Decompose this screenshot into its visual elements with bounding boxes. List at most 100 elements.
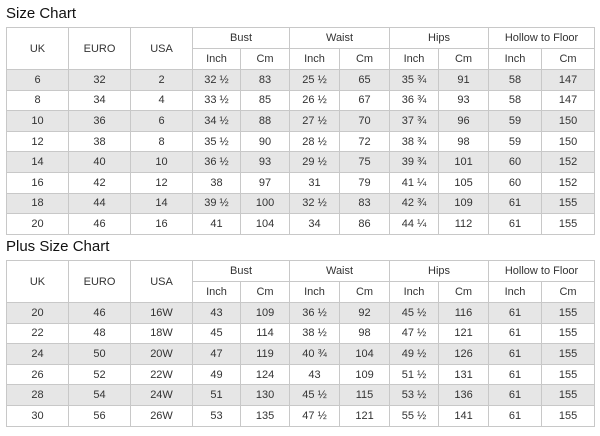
cell-bust-cm: 114: [239, 322, 291, 345]
cell-bust-inch: 39 ½: [192, 192, 241, 215]
subheader-cm: Cm: [541, 281, 596, 303]
cell-usa: 6: [130, 110, 193, 132]
plus-size-chart-body: 20 46 16W 43 109 36 ½ 92 45 ½ 116 61 155 22 48 18W 45 1…: [6, 302, 596, 427]
table-row: 14 40 10 36 ½ 93 29 ½ 75 39 ¾ 101 60 152: [6, 151, 596, 173]
cell-hips-cm: 101: [438, 151, 490, 173]
cell-bust-inch: 43: [192, 302, 241, 324]
cell-hollow-cm: 152: [541, 171, 596, 194]
cell-waist-cm: 72: [339, 130, 391, 153]
cell-hips-inch: 53 ½: [389, 384, 440, 406]
subheader-inch: Inch: [192, 48, 241, 70]
cell-waist-inch: 32 ½: [289, 192, 341, 215]
cell-hips-inch: 49 ½: [389, 343, 440, 365]
cell-hollow-inch: 61: [488, 192, 543, 215]
cell-bust-inch: 34 ½: [192, 110, 241, 132]
subheader-inch: Inch: [289, 281, 341, 303]
header-hollow-to-floor: Hollow to Floor: [488, 27, 596, 49]
cell-usa: 12: [130, 171, 193, 194]
cell-waist-cm: 70: [339, 110, 391, 132]
table-row: 18 44 14 39 ½ 100 32 ½ 83 42 ¾ 109 61 155: [6, 192, 596, 215]
cell-hips-cm: 98: [438, 130, 490, 153]
table-row: 30 56 26W 53 135 47 ½ 121 55 ½ 141 61 155: [6, 404, 596, 427]
cell-waist-cm: 75: [339, 151, 391, 173]
table-row: 12 38 8 35 ½ 90 28 ½ 72 38 ¾ 98 59 150: [6, 130, 596, 153]
cell-hollow-inch: 61: [488, 384, 543, 406]
cell-usa: 26W: [130, 404, 193, 427]
cell-hips-cm: 91: [438, 69, 490, 91]
cell-bust-cm: 130: [239, 384, 291, 406]
cell-waist-cm: 65: [339, 69, 391, 91]
cell-waist-cm: 67: [339, 89, 391, 112]
cell-uk: 16: [6, 171, 69, 194]
table-subheader-row: Inch Cm Inch Cm Inch Cm Inch Cm: [7, 281, 596, 303]
cell-bust-cm: 124: [239, 363, 291, 386]
plus-size-chart-table: UK EURO USA Bust Waist Hips Hollow to Fl…: [6, 260, 596, 427]
subheader-inch: Inch: [389, 281, 440, 303]
cell-hollow-cm: 147: [541, 89, 596, 112]
header-euro: EURO: [68, 260, 131, 303]
cell-waist-inch: 31: [289, 171, 341, 194]
header-waist: Waist: [289, 27, 391, 49]
cell-uk: 18: [6, 192, 69, 215]
cell-euro: 50: [68, 343, 131, 365]
cell-hollow-cm: 147: [541, 69, 596, 91]
cell-bust-cm: 90: [239, 130, 291, 153]
header-bust: Bust: [191, 27, 291, 49]
cell-hollow-inch: 61: [488, 343, 543, 365]
cell-waist-inch: 38 ½: [289, 322, 341, 345]
table-row: 22 48 18W 45 114 38 ½ 98 47 ½ 121 61 155: [6, 322, 596, 345]
header-hips: Hips: [389, 260, 490, 282]
cell-waist-cm: 79: [339, 171, 391, 194]
cell-bust-cm: 93: [239, 151, 291, 173]
table-row: 6 32 2 32 ½ 83 25 ½ 65 35 ¾ 91 58 147: [6, 69, 596, 91]
cell-bust-inch: 38: [192, 171, 241, 194]
cell-bust-inch: 45: [192, 322, 241, 345]
cell-euro: 44: [68, 192, 131, 215]
cell-hips-cm: 96: [438, 110, 490, 132]
table-header-row: UK EURO USA Bust Waist Hips Hollow to Fl…: [6, 260, 596, 303]
cell-uk: 6: [6, 69, 69, 91]
cell-hips-inch: 38 ¾: [389, 130, 440, 153]
subheader-inch: Inch: [192, 281, 241, 303]
cell-uk: 8: [6, 89, 69, 112]
subheader-cm: Cm: [541, 48, 596, 70]
cell-waist-cm: 121: [339, 404, 391, 427]
cell-hollow-cm: 155: [541, 343, 596, 365]
cell-hips-inch: 37 ¾: [389, 110, 440, 132]
cell-hips-cm: 93: [438, 89, 490, 112]
cell-hollow-cm: 152: [541, 151, 596, 173]
cell-waist-cm: 98: [339, 322, 391, 345]
cell-usa: 10: [130, 151, 193, 173]
cell-euro: 34: [68, 89, 131, 112]
header-euro: EURO: [68, 27, 131, 70]
header-bust: Bust: [191, 260, 291, 282]
cell-hips-cm: 105: [438, 171, 490, 194]
cell-hips-inch: 45 ½: [389, 302, 440, 324]
header-hollow-to-floor: Hollow to Floor: [488, 260, 596, 282]
cell-waist-cm: 109: [339, 363, 391, 386]
subheader-cm: Cm: [239, 281, 291, 303]
subheader-cm: Cm: [339, 281, 391, 303]
cell-euro: 48: [68, 322, 131, 345]
cell-hollow-inch: 61: [488, 213, 543, 235]
cell-hips-inch: 41 ¼: [389, 171, 440, 194]
cell-bust-cm: 100: [239, 192, 291, 215]
cell-waist-inch: 40 ¾: [289, 343, 341, 365]
cell-waist-inch: 45 ½: [289, 384, 341, 406]
subheader-inch: Inch: [289, 48, 341, 70]
table-header-row: UK EURO USA Bust Waist Hips Hollow to Fl…: [6, 27, 596, 70]
size-chart-title: Size Chart: [6, 5, 77, 22]
cell-waist-cm: 92: [339, 302, 391, 324]
cell-usa: 22W: [130, 363, 193, 386]
subheader-inch: Inch: [389, 48, 440, 70]
subheader-cm: Cm: [239, 48, 291, 70]
cell-usa: 8: [130, 130, 193, 153]
cell-uk: 20: [6, 302, 69, 324]
cell-waist-inch: 25 ½: [289, 69, 341, 91]
table-row: 20 46 16W 43 109 36 ½ 92 45 ½ 116 61 155: [6, 302, 596, 324]
table-row: 10 36 6 34 ½ 88 27 ½ 70 37 ¾ 96 59 150: [6, 110, 596, 132]
cell-euro: 56: [68, 404, 131, 427]
cell-uk: 30: [6, 404, 69, 427]
cell-uk: 28: [6, 384, 69, 406]
header-hips: Hips: [389, 27, 490, 49]
